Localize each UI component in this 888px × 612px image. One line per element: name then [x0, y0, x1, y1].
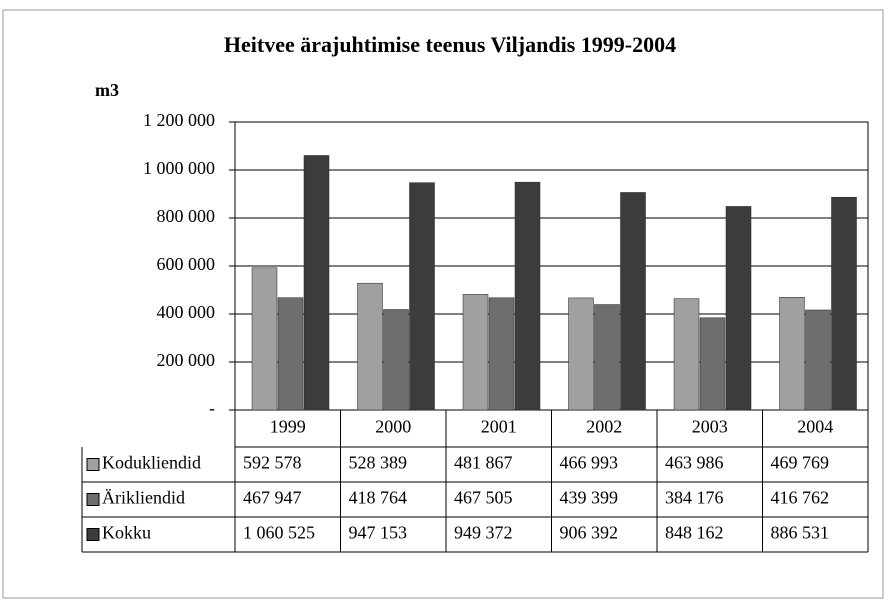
x-tick-label: 2000 [375, 417, 411, 437]
x-tick-label: 2002 [586, 417, 622, 437]
table-value: 469 769 [771, 453, 830, 473]
legend-label: Ärikliendid [102, 488, 185, 508]
x-tick-label: 2003 [692, 417, 728, 437]
x-tick-label: 1999 [270, 417, 306, 437]
y-tick-label: 800 000 [157, 206, 216, 226]
bar [357, 282, 383, 411]
table-value: 906 392 [560, 523, 619, 543]
y-tick-label: 1 000 000 [143, 158, 215, 178]
bar [673, 298, 700, 411]
bar [831, 196, 857, 411]
legend-key [86, 458, 100, 471]
table-value: 949 372 [454, 523, 513, 543]
table-value: 384 176 [665, 488, 724, 508]
frame [2, 9, 884, 599]
legend-key [86, 493, 100, 506]
bar [251, 267, 278, 411]
table-value: 418 764 [349, 488, 408, 508]
table-value: 592 578 [243, 453, 302, 473]
table-value: 481 867 [454, 453, 513, 473]
table-value: 463 986 [665, 453, 724, 473]
y-tick-label: - [209, 398, 215, 418]
bar [462, 294, 489, 411]
table-value: 467 947 [243, 488, 302, 508]
y-tick-label: 200 000 [157, 350, 216, 370]
bar [779, 297, 805, 411]
x-tick-label: 2004 [797, 417, 833, 437]
bar [514, 181, 541, 411]
legend-label: Kokku [102, 523, 151, 543]
bar [620, 192, 646, 411]
table-value: 416 762 [771, 488, 830, 508]
chart-title: Heitvee ärajuhtimise teenus Viljandis 19… [224, 32, 676, 57]
bar [594, 304, 620, 411]
bar [277, 297, 304, 411]
table-value: 439 399 [560, 488, 619, 508]
bar [725, 206, 752, 411]
bar [409, 182, 435, 411]
bar [699, 317, 726, 411]
table-value: 466 993 [560, 453, 619, 473]
table-value: 947 153 [349, 523, 408, 543]
bar [805, 309, 831, 411]
legend-label: Kodukliendid [102, 453, 201, 473]
table-value: 848 162 [665, 523, 724, 543]
table-value: 1 060 525 [243, 523, 315, 543]
bar [303, 155, 330, 411]
y-tick-label: 400 000 [157, 302, 216, 322]
legend-key [86, 528, 100, 541]
bar [383, 309, 409, 411]
bar [488, 297, 515, 411]
bar [568, 297, 594, 411]
table-value: 528 389 [349, 453, 408, 473]
y-tick-label: 1 200 000 [143, 110, 215, 130]
y-axis-label: m3 [95, 80, 119, 100]
table-value: 467 505 [454, 488, 513, 508]
x-tick-label: 2001 [481, 417, 517, 437]
y-tick-label: 600 000 [157, 254, 216, 274]
table-value: 886 531 [771, 523, 830, 543]
